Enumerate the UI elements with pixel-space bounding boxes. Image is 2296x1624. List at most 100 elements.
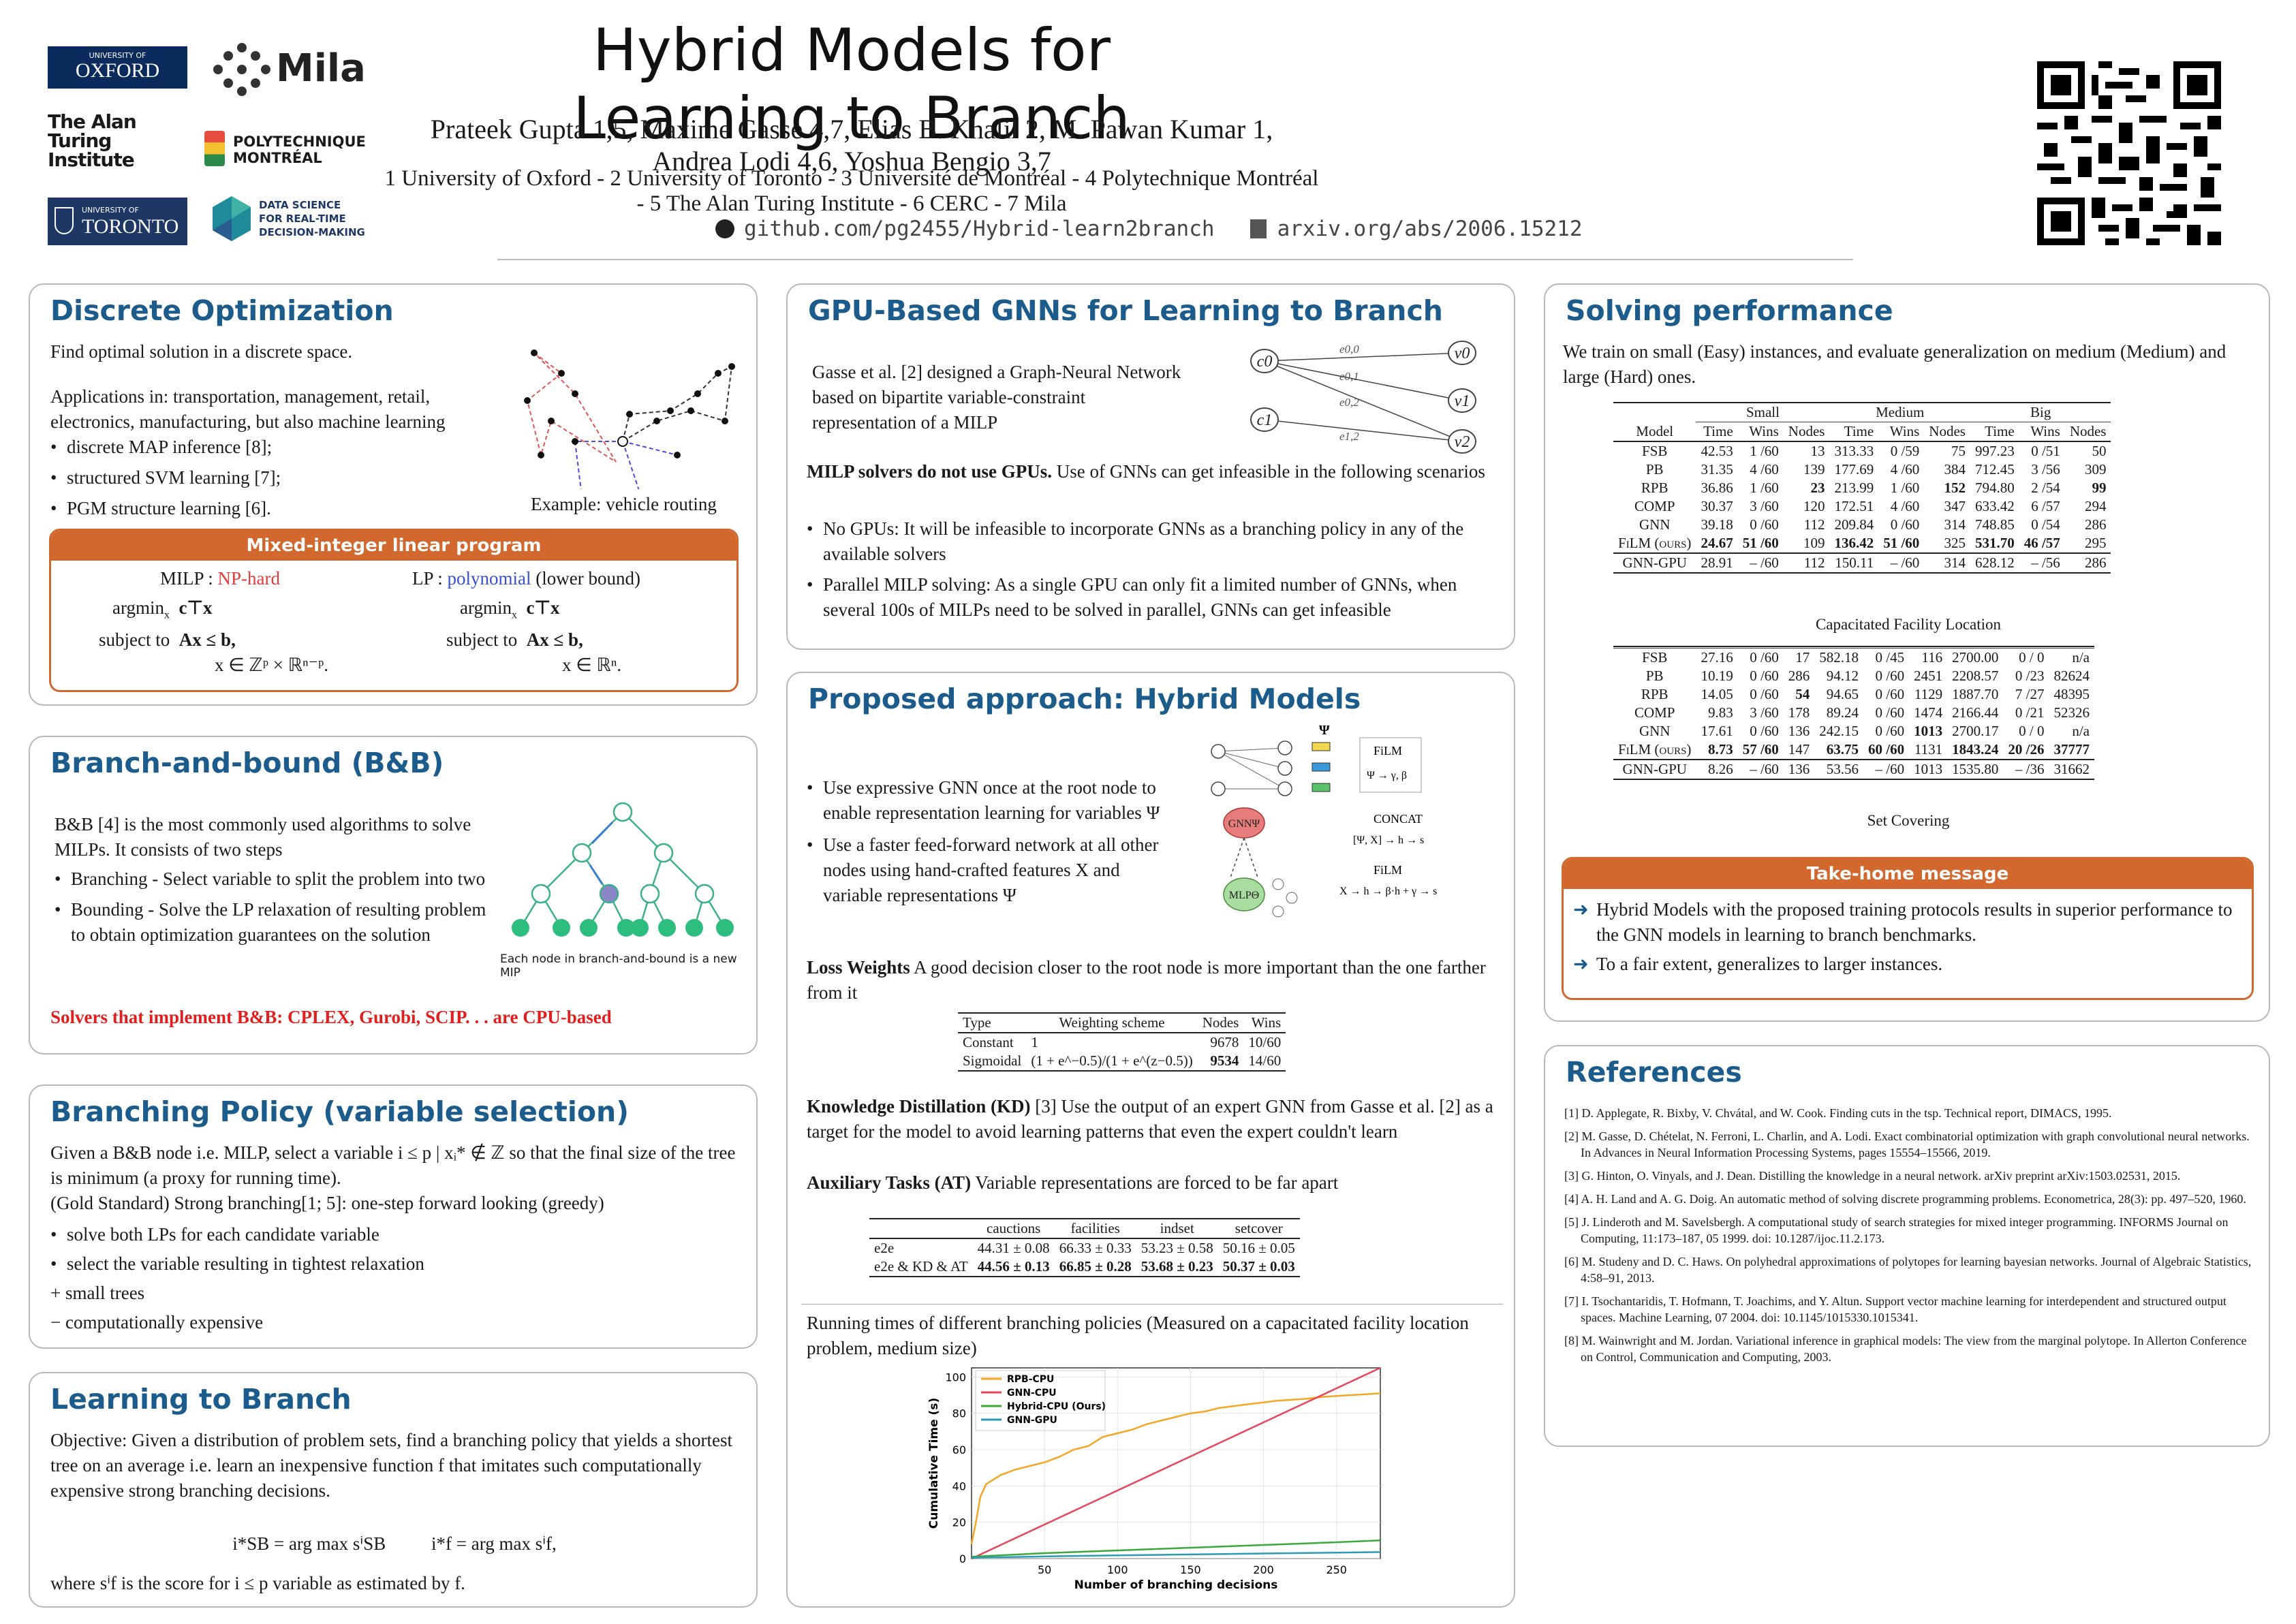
value-cell: 1 /60 — [1878, 479, 1924, 497]
affiliations: 1 University of Oxford - 2 University of… — [382, 166, 1322, 217]
value-cell: 57 /60 — [1738, 740, 1784, 760]
value-cell: 3 /56 — [2019, 460, 2065, 479]
formula-f: i*f = arg max sⁱf, — [431, 1533, 557, 1554]
x-tick-label: 50 — [1038, 1563, 1051, 1576]
film1-label: FiLM — [1374, 744, 1402, 758]
value-cell: 27.16 — [1696, 648, 1737, 667]
value-cell: 14.05 — [1696, 685, 1737, 704]
perf-table-facility: Small Medium Big Model Time Wins Nodes Time W… — [1613, 402, 2111, 574]
github-link[interactable]: github.com/pg2455/Hybrid-learn2branch — [744, 217, 1215, 241]
panel-hybrid-models: Proposed approach: Hybrid Models Use exp… — [786, 672, 1515, 1608]
value-cell: 1131 — [1909, 740, 1947, 760]
value-cell: 0 /59 — [1878, 441, 1924, 460]
reference-item: [8] M. Wainwright and M. Jordan. Variati… — [1564, 1332, 2252, 1365]
value-cell: 54 — [1784, 685, 1815, 704]
y-tick-label: 60 — [952, 1443, 966, 1456]
l2b-objective: Objective: Given a distribution of probl… — [50, 1428, 739, 1503]
y-tick-label: 100 — [945, 1371, 966, 1384]
psi-label: Ψ — [1319, 723, 1330, 738]
perf-caption-setcover: Set Covering — [1545, 808, 2270, 833]
legend-entry: GNN-GPU — [1007, 1415, 1057, 1426]
value-cell: – /36 — [2003, 760, 2049, 779]
github-icon — [715, 219, 734, 238]
model-cell: GNN-GPU — [1613, 553, 1696, 573]
model-cell: FiLM (ours) — [1613, 740, 1696, 760]
arxiv-link[interactable]: arxiv.org/abs/2006.15212 — [1277, 217, 1583, 241]
value-cell: 42.53 — [1696, 441, 1737, 460]
table-row: FiLM (ours) 24.67 51 /60 109 136.42 51 /60 325… — [1613, 534, 2111, 553]
model-cell: RPB — [1613, 685, 1696, 704]
hybrid-bullet: Use expressive GNN once at the root node… — [807, 775, 1181, 826]
value-cell: 0 / 0 — [2003, 722, 2049, 740]
column-header: Wins — [1878, 422, 1924, 442]
table-row: GNN-GPU 28.91– /60 112 150.11– /60 314 628.12… — [1613, 553, 2111, 573]
subheader-row: Model Time Wins Nodes Time Wins Nodes Time Wins N… — [1613, 422, 2111, 442]
value-cell: 99 — [2065, 479, 2111, 497]
x-tick-label: 250 — [1326, 1563, 1347, 1576]
value-cell: 178 — [1784, 704, 1815, 722]
value-cell: 242.15 — [1814, 722, 1863, 740]
panel-gpu-gnns: GPU-Based GNNs for Learning to Branch Ga… — [786, 283, 1515, 650]
value-cell: 4 /60 — [1878, 460, 1924, 479]
x-axis-label: Number of branching decisions — [1074, 1578, 1278, 1592]
value-cell: 1 /60 — [1738, 479, 1784, 497]
runtime-chart: 02040608010050 100 150 200 250Number of bran… — [815, 1361, 1489, 1596]
x-tick-label: 100 — [1107, 1563, 1128, 1576]
qr-code-icon — [2037, 61, 2221, 245]
column-header: Nodes — [1924, 422, 1970, 442]
value-cell: 51 /60 — [1878, 534, 1924, 553]
value-cell: 0 /60 — [1863, 685, 1909, 704]
takehome-box: Take-home message ➜ Hybrid Models with th… — [1562, 857, 2254, 1000]
policy-intro: Given a B&B node i.e. MILP, select a var… — [50, 1140, 739, 1191]
reference-item: [3] G. Hinton, O. Vinyals, and J. Dean. … — [1564, 1168, 2252, 1184]
divider — [801, 1304, 1503, 1305]
bnb-intro: B&B [4] is the most commonly used algori… — [55, 812, 477, 862]
loss-head: Loss Weights — [807, 957, 910, 978]
table-row: GNN 17.61 0 /60 136 242.15 0 /60 1013 2700.17 0 … — [1613, 722, 2094, 740]
takehome-list: ➜ Hybrid Models with the proposed trainin… — [1573, 897, 2241, 977]
panel-references: References [1] D. Applegate, R. Bixby, V… — [1544, 1045, 2270, 1447]
bnb-bullet: Branching - Select variable to split the… — [55, 866, 491, 892]
legend-entry: GNN-CPU — [1007, 1388, 1057, 1399]
aux-table: cauctions facilities indset setcover e2e… — [869, 1218, 1300, 1277]
value-cell: 286 — [2065, 553, 2111, 573]
value-cell: 136 — [1784, 722, 1815, 740]
table-row: RPB 36.86 1 /60 23 213.99 1 /60 152 794.80 2 /54… — [1613, 479, 2111, 497]
bnb-caption: Each node in branch-and-bound is a new M… — [500, 952, 752, 980]
takehome-title: Take-home message — [1564, 859, 2252, 889]
value-cell: 0 /60 — [1863, 667, 1909, 685]
value-cell: 0 /60 — [1738, 648, 1784, 667]
value-cell: 112 — [1784, 553, 1830, 573]
logo-data-science: DATA SCIENCE FOR REAL-TIME DECISION-MAKI… — [210, 195, 387, 243]
value-cell: 2700.17 — [1947, 722, 2003, 740]
column-header: Time — [1829, 422, 1878, 442]
x-tick-label: 150 — [1180, 1563, 1201, 1576]
value-cell: 1013 — [1909, 760, 1947, 779]
y-tick-label: 20 — [952, 1516, 966, 1529]
value-cell: 82624 — [2049, 667, 2094, 685]
value-cell: 23 — [1784, 479, 1830, 497]
value-cell: 30.37 — [1696, 497, 1737, 516]
value-cell: 24.67 — [1696, 534, 1737, 553]
discrete-title: Discrete Optimization — [50, 294, 394, 327]
qr-code[interactable] — [2037, 61, 2221, 245]
kd-text: Knowledge Distillation (KD) [3] Use the … — [807, 1094, 1495, 1144]
value-cell: 384 — [1924, 460, 1970, 479]
value-cell: 0 /60 — [1738, 516, 1784, 534]
policy-plus: + small trees — [50, 1281, 739, 1306]
ds-hex-icon — [210, 195, 253, 243]
value-cell: 13 — [1784, 441, 1830, 460]
value-cell: – /60 — [1878, 553, 1924, 573]
edge-label: e0,0 — [1339, 343, 1359, 356]
value-cell: 325 — [1924, 534, 1970, 553]
value-cell: 286 — [1784, 667, 1815, 685]
column-header: Model — [1613, 422, 1696, 442]
table-row: COMP 9.83 3 /60 178 89.24 0 /60 1474 2166.44 0 /… — [1613, 704, 2094, 722]
value-cell: 112 — [1784, 516, 1830, 534]
polynomial-label: polynomial — [448, 568, 531, 589]
value-cell: 1843.24 — [1947, 740, 2003, 760]
value-cell: n/a — [2049, 648, 2094, 667]
value-cell: 94.12 — [1814, 667, 1863, 685]
model-cell: FSB — [1613, 648, 1696, 667]
value-cell: 314 — [1924, 516, 1970, 534]
